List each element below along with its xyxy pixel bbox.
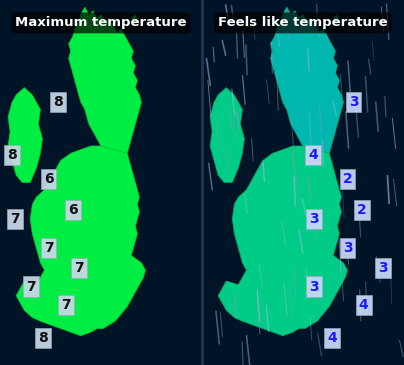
Text: 3: 3 <box>378 261 387 275</box>
Text: 7: 7 <box>11 212 20 226</box>
Text: Maximum temperature: Maximum temperature <box>15 16 187 30</box>
Polygon shape <box>210 88 244 182</box>
Polygon shape <box>271 7 343 153</box>
Text: 8: 8 <box>7 148 17 162</box>
Text: 4: 4 <box>359 298 368 312</box>
Text: 6: 6 <box>68 203 78 217</box>
Polygon shape <box>271 7 343 153</box>
Polygon shape <box>8 88 42 182</box>
Text: 7: 7 <box>74 261 84 275</box>
Polygon shape <box>69 7 141 153</box>
Text: 6: 6 <box>44 172 53 186</box>
Text: 3: 3 <box>343 241 352 255</box>
Polygon shape <box>16 146 145 336</box>
Text: 2: 2 <box>343 172 352 186</box>
Polygon shape <box>131 15 137 26</box>
Text: 7: 7 <box>61 298 70 312</box>
Text: 3: 3 <box>309 280 319 293</box>
Text: 7: 7 <box>44 241 53 255</box>
Text: 8: 8 <box>38 331 48 345</box>
Text: 2: 2 <box>357 203 366 217</box>
Text: 4: 4 <box>308 148 318 162</box>
Text: Feels like temperature: Feels like temperature <box>218 16 388 30</box>
Text: 3: 3 <box>349 95 358 109</box>
Text: 4: 4 <box>327 331 337 345</box>
Text: 7: 7 <box>27 280 36 293</box>
Text: 8: 8 <box>53 95 63 109</box>
Polygon shape <box>333 15 339 26</box>
Text: 3: 3 <box>309 212 319 226</box>
Polygon shape <box>218 146 347 336</box>
